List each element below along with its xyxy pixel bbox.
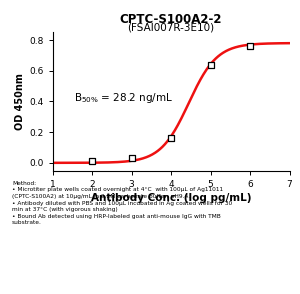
Text: CPTC-S100A2-2: CPTC-S100A2-2 (120, 13, 222, 26)
Point (90, 159, 94, 164)
Text: (FSAI007R-3E10): (FSAI007R-3E10) (128, 23, 214, 33)
Y-axis label: OD 450nm: OD 450nm (15, 73, 25, 130)
Point (248, 44, 252, 49)
Text: Method:
• Microtiter plate wells coated overnight at 4°C  with 100µL of Ag11011
: Method: • Microtiter plate wells coated … (12, 181, 232, 225)
Point (208, 62, 213, 67)
Point (169, 136, 173, 141)
Point (129, 156, 134, 161)
Text: B$_{50\%}$ = 28.2 ng/mL: B$_{50\%}$ = 28.2 ng/mL (74, 91, 173, 105)
X-axis label: Antibody Conc. (log pg/mL): Antibody Conc. (log pg/mL) (91, 193, 251, 203)
